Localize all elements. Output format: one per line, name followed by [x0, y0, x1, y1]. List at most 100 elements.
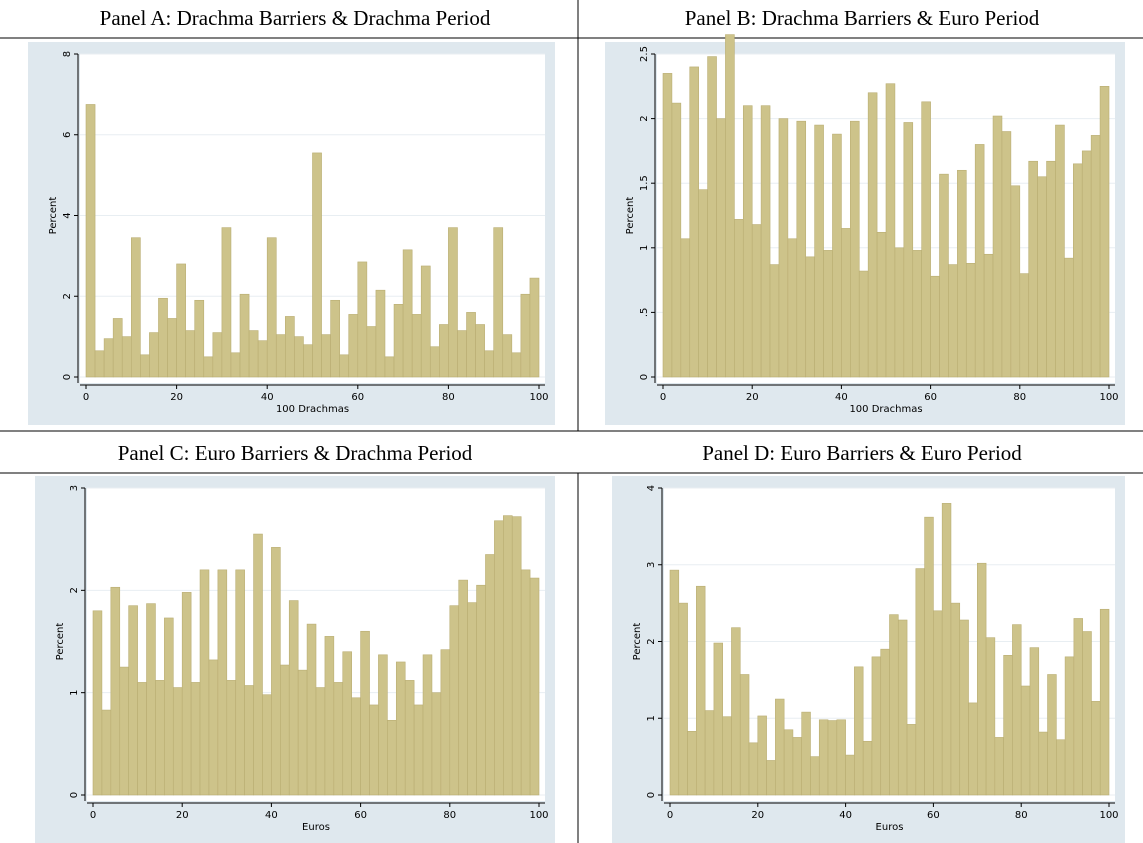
bar	[662, 73, 673, 378]
bar	[1064, 257, 1074, 378]
bar	[871, 656, 882, 796]
bar	[128, 605, 138, 796]
bar	[431, 692, 442, 796]
bar	[476, 584, 486, 796]
bar	[924, 516, 934, 796]
bar	[739, 674, 750, 796]
bar	[172, 687, 183, 796]
bar	[976, 562, 987, 796]
bar	[404, 680, 415, 796]
bar	[248, 330, 259, 378]
bar	[529, 577, 540, 796]
bar	[823, 250, 833, 378]
y-axis-label: Percent	[48, 197, 59, 235]
bar	[440, 649, 451, 796]
y-tick-label: 4	[62, 212, 73, 218]
bar	[1046, 160, 1056, 378]
bar	[810, 756, 820, 796]
bar	[262, 694, 272, 796]
bar	[387, 719, 397, 796]
bar	[1020, 685, 1031, 796]
bar	[502, 334, 513, 378]
bar	[420, 265, 431, 378]
bar	[867, 92, 878, 378]
bar	[959, 619, 969, 796]
bar	[176, 263, 186, 378]
bar	[930, 275, 940, 378]
bar	[876, 231, 887, 378]
bar	[194, 299, 205, 378]
bar	[912, 250, 922, 378]
bar	[796, 120, 807, 378]
bar	[411, 314, 422, 378]
bar	[235, 569, 245, 796]
bar	[1064, 656, 1075, 796]
bar	[903, 122, 914, 378]
bar	[511, 516, 522, 796]
bar	[671, 102, 682, 378]
y-tick-label: 1	[69, 689, 80, 695]
bar	[92, 610, 103, 796]
bar	[85, 104, 96, 378]
x-tick-label: 40	[265, 810, 278, 821]
bar	[731, 627, 741, 796]
bar	[306, 623, 317, 796]
bar	[1038, 731, 1048, 796]
bar	[239, 293, 250, 378]
y-tick-label: 0	[646, 792, 657, 798]
y-tick-label: 8	[62, 51, 73, 57]
bar	[297, 669, 308, 796]
bar	[957, 169, 967, 378]
x-tick-label: 80	[1015, 810, 1028, 821]
bar	[1019, 273, 1030, 378]
bar	[832, 133, 842, 378]
bar	[101, 709, 112, 796]
bar	[968, 702, 978, 796]
bar	[1091, 701, 1101, 796]
y-tick-label: 2	[639, 115, 650, 121]
bar	[395, 661, 406, 796]
y-tick-label: 2.5	[639, 46, 650, 62]
bar	[402, 249, 413, 378]
x-tick-label: 40	[261, 392, 274, 403]
panel-title: Panel A: Drachma Barriers & Drachma Peri…	[100, 6, 491, 30]
bar	[119, 666, 129, 796]
bar	[288, 600, 299, 796]
bar	[748, 742, 759, 796]
bar	[1056, 739, 1066, 796]
bar	[494, 520, 504, 796]
bar	[680, 238, 691, 378]
bar	[351, 697, 361, 796]
x-tick-label: 40	[839, 810, 852, 821]
bar	[330, 299, 340, 378]
panel-title: Panel B: Drachma Barriers & Euro Period	[685, 6, 1040, 30]
x-axis-label: Euros	[302, 822, 330, 833]
bar	[933, 610, 943, 796]
bar	[783, 729, 794, 796]
x-tick-label: 80	[442, 392, 455, 403]
bar	[801, 711, 811, 796]
bar	[378, 654, 388, 796]
bar	[885, 83, 896, 378]
bar	[1099, 86, 1110, 378]
bar	[845, 754, 855, 796]
bar	[342, 651, 352, 796]
y-tick-label: 0	[639, 374, 650, 380]
bar	[324, 636, 335, 796]
bar	[366, 326, 377, 378]
bar	[467, 602, 477, 796]
bar	[760, 105, 771, 378]
bar	[897, 619, 908, 796]
bar	[190, 682, 201, 796]
x-tick-label: 60	[351, 392, 364, 403]
bar	[257, 340, 268, 378]
bar	[722, 716, 732, 796]
bar	[369, 704, 379, 796]
bar	[203, 356, 214, 378]
bar	[167, 318, 177, 378]
bar	[155, 680, 165, 796]
bar	[266, 237, 277, 378]
bar	[1047, 674, 1057, 796]
bar	[339, 354, 350, 378]
bar	[983, 253, 994, 378]
